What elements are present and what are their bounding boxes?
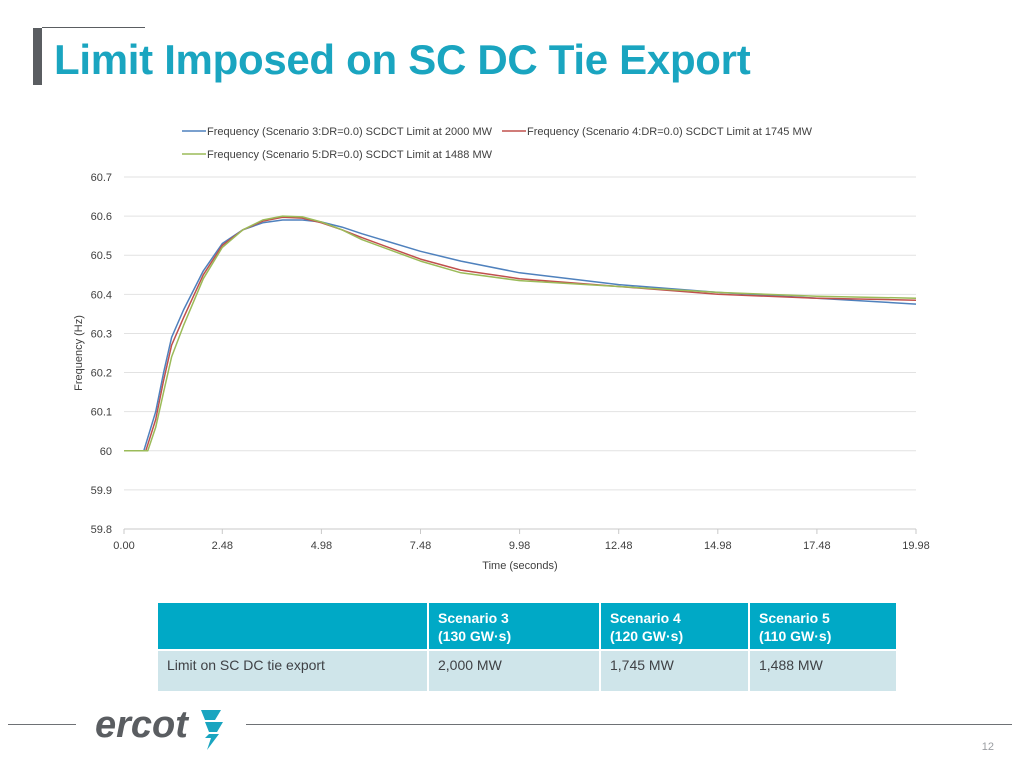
x-tick-label: 12.48 <box>605 540 633 552</box>
x-axis-label: Time (seconds) <box>482 560 557 572</box>
legend-label: Frequency (Scenario 3:DR=0.0) SCDCT Limi… <box>207 126 493 138</box>
x-tick-label: 14.98 <box>704 540 732 552</box>
header-inertia: (110 GW·s) <box>759 628 832 644</box>
x-tick-label: 19.98 <box>902 540 930 552</box>
y-tick-label: 60.2 <box>91 368 112 380</box>
series-line-5 <box>124 215 917 452</box>
slide-title: Limit Imposed on SC DC Tie Export <box>54 36 751 83</box>
title-accent-bar <box>33 28 42 85</box>
chart-axis-labels: 60.7 60.6 60.5 60.4 60.3 60.2 60.1 60 59.9 59.80.… <box>73 172 930 572</box>
table-row-label: Limit on SC DC tie export <box>158 651 427 691</box>
table-header-scenario-3: Scenario 3 (130 GW·s) <box>429 603 599 649</box>
chart-grid <box>123 176 917 534</box>
logo-lightning-icon <box>201 710 223 750</box>
y-tick-label: 59.8 <box>91 524 112 536</box>
chart-legend: Frequency (Scenario 3:DR=0.0) SCDCT Limi… <box>182 126 813 161</box>
page-number: 12 <box>981 741 994 753</box>
x-tick-label: 9.98 <box>509 540 530 552</box>
y-tick-label: 60.1 <box>91 407 112 419</box>
chart-series <box>124 215 917 452</box>
footer-rule-left <box>8 724 76 725</box>
title-accent-rule <box>42 27 145 28</box>
header-inertia: (120 GW·s) <box>610 628 684 644</box>
legend-label: Frequency (Scenario 5:DR=0.0) SCDCT Limi… <box>207 149 493 161</box>
table-header-scenario-4: Scenario 4 (120 GW·s) <box>601 603 748 649</box>
series-line-4 <box>124 216 917 452</box>
table-header-row: Scenario 3 (130 GW·s) Scenario 4 (120 GW·s… <box>158 603 896 649</box>
ercot-logo: ercot <box>95 704 223 750</box>
header-scenario-label: Scenario 4 <box>610 610 681 626</box>
table-row: Limit on SC DC tie export 2,000 MW 1,745… <box>158 651 896 691</box>
header-inertia: (130 GW·s) <box>438 628 512 644</box>
series-line-3 <box>124 219 917 452</box>
y-axis-label: Frequency (Hz) <box>73 315 85 391</box>
table-header-scenario-5: Scenario 5 (110 GW·s) <box>750 603 896 649</box>
legend-label: Frequency (Scenario 4:DR=0.0) SCDCT Limi… <box>527 126 813 138</box>
table-cell-scenario-5: 1,488 MW <box>750 651 896 691</box>
logo-wordmark: ercot <box>95 704 189 746</box>
x-tick-label: 2.48 <box>212 540 233 552</box>
header-scenario-label: Scenario 5 <box>759 610 830 626</box>
y-tick-label: 60.3 <box>91 328 112 340</box>
footer-rule-right <box>246 724 1012 725</box>
x-tick-label: 0.00 <box>113 540 134 552</box>
frequency-chart: 60.7 60.6 60.5 60.4 60.3 60.2 60.1 60 59.9 59.80.… <box>73 126 930 572</box>
header-scenario-label: Scenario 3 <box>438 610 509 626</box>
scenario-table: Scenario 3 (130 GW·s) Scenario 4 (120 GW·s… <box>156 601 898 693</box>
y-tick-label: 60.4 <box>91 289 112 301</box>
table-cell-scenario-4: 1,745 MW <box>601 651 748 691</box>
y-tick-label: 60.6 <box>91 211 112 223</box>
x-tick-label: 7.48 <box>410 540 431 552</box>
x-tick-label: 4.98 <box>311 540 332 552</box>
y-tick-label: 59.9 <box>91 485 112 497</box>
table-header-cell-blank <box>158 603 427 649</box>
y-tick-label: 60 <box>100 446 112 458</box>
y-tick-label: 60.7 <box>91 172 112 184</box>
x-tick-label: 17.48 <box>803 540 831 552</box>
y-tick-label: 60.5 <box>91 250 112 262</box>
table-cell-scenario-3: 2,000 MW <box>429 651 599 691</box>
